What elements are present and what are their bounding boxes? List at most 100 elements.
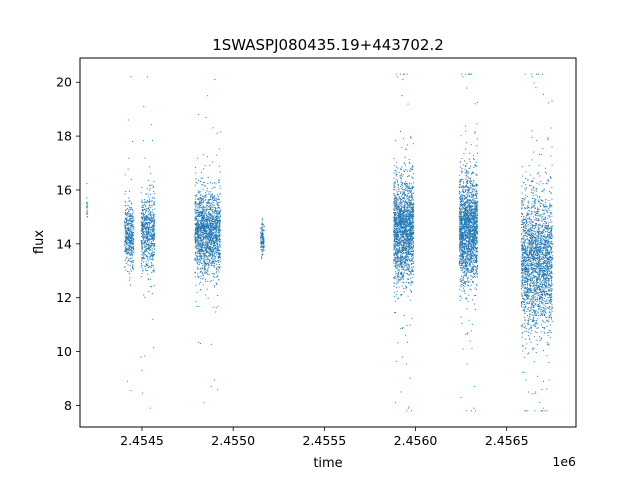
data-point xyxy=(151,262,153,264)
data-point xyxy=(197,234,199,236)
data-point xyxy=(199,191,201,193)
data-point xyxy=(394,203,396,205)
data-point xyxy=(150,221,152,223)
data-point xyxy=(201,268,203,269)
data-point xyxy=(401,186,403,188)
data-point xyxy=(213,275,215,277)
data-point xyxy=(142,223,144,225)
data-point xyxy=(395,257,397,258)
data-point xyxy=(395,173,397,175)
data-point xyxy=(410,232,412,234)
data-point xyxy=(405,246,407,248)
data-point xyxy=(195,211,197,213)
data-point xyxy=(410,223,412,225)
data-point xyxy=(196,229,198,231)
data-point xyxy=(394,227,396,229)
data-point xyxy=(405,234,407,236)
data-point xyxy=(411,199,413,201)
data-point xyxy=(212,254,214,256)
data-point xyxy=(198,235,200,237)
data-point xyxy=(403,221,405,223)
data-point xyxy=(152,259,154,261)
data-point xyxy=(393,234,395,236)
data-point xyxy=(408,216,410,218)
data-point xyxy=(211,252,213,254)
data-point xyxy=(126,239,128,241)
data-point xyxy=(207,201,209,203)
data-point xyxy=(402,255,404,257)
data-point xyxy=(408,240,410,242)
data-point xyxy=(195,248,197,250)
data-point xyxy=(153,347,155,349)
data-point xyxy=(401,258,403,260)
data-point xyxy=(151,226,153,228)
data-point xyxy=(214,247,216,249)
data-point xyxy=(401,214,403,216)
data-point xyxy=(399,263,401,265)
data-point xyxy=(400,179,402,181)
data-point xyxy=(205,196,207,198)
data-point xyxy=(397,236,399,238)
data-point xyxy=(143,212,145,214)
data-point xyxy=(204,259,206,261)
data-point xyxy=(209,193,211,195)
data-point xyxy=(207,225,209,227)
data-point xyxy=(153,215,155,217)
data-point xyxy=(132,239,134,241)
data-point xyxy=(412,257,414,259)
data-point xyxy=(127,247,129,249)
data-point xyxy=(206,270,208,272)
data-point xyxy=(143,218,145,220)
data-point xyxy=(196,255,198,257)
data-point xyxy=(401,256,403,258)
data-point xyxy=(461,322,463,324)
data-point xyxy=(210,280,212,282)
data-point xyxy=(406,248,408,250)
data-point xyxy=(143,294,145,296)
data-point xyxy=(141,232,142,234)
data-point xyxy=(401,266,403,268)
data-point xyxy=(399,258,401,260)
data-point xyxy=(395,182,397,184)
data-point xyxy=(459,265,461,267)
data-point xyxy=(409,235,411,237)
data-point xyxy=(209,238,211,240)
data-point xyxy=(216,236,218,238)
data-point xyxy=(476,101,478,103)
data-point xyxy=(152,237,154,239)
data-point xyxy=(146,236,148,238)
data-point xyxy=(151,184,153,186)
data-point xyxy=(404,246,406,248)
data-point xyxy=(124,233,126,235)
data-point xyxy=(204,199,206,201)
data-point xyxy=(401,273,403,275)
data-point xyxy=(209,212,211,214)
data-point xyxy=(203,212,205,214)
data-point xyxy=(196,257,198,259)
data-point xyxy=(206,215,208,217)
data-point xyxy=(408,203,410,205)
data-point xyxy=(404,235,406,237)
data-point xyxy=(149,250,151,252)
data-point xyxy=(215,221,217,223)
data-point xyxy=(405,204,407,206)
data-point xyxy=(215,183,217,185)
data-point xyxy=(214,79,216,81)
data-point xyxy=(209,206,211,208)
data-point xyxy=(149,244,151,246)
data-point xyxy=(202,277,204,279)
data-point xyxy=(401,204,403,206)
data-point xyxy=(406,221,408,223)
data-point xyxy=(194,210,196,212)
data-point xyxy=(404,242,406,244)
data-point xyxy=(404,241,406,243)
data-point xyxy=(125,231,127,233)
data-point xyxy=(405,225,407,227)
data-point xyxy=(196,194,198,196)
data-point xyxy=(393,198,395,200)
data-point xyxy=(201,184,203,186)
data-point xyxy=(144,266,146,268)
data-point xyxy=(207,263,209,265)
data-point xyxy=(198,214,200,216)
data-point xyxy=(405,187,407,189)
